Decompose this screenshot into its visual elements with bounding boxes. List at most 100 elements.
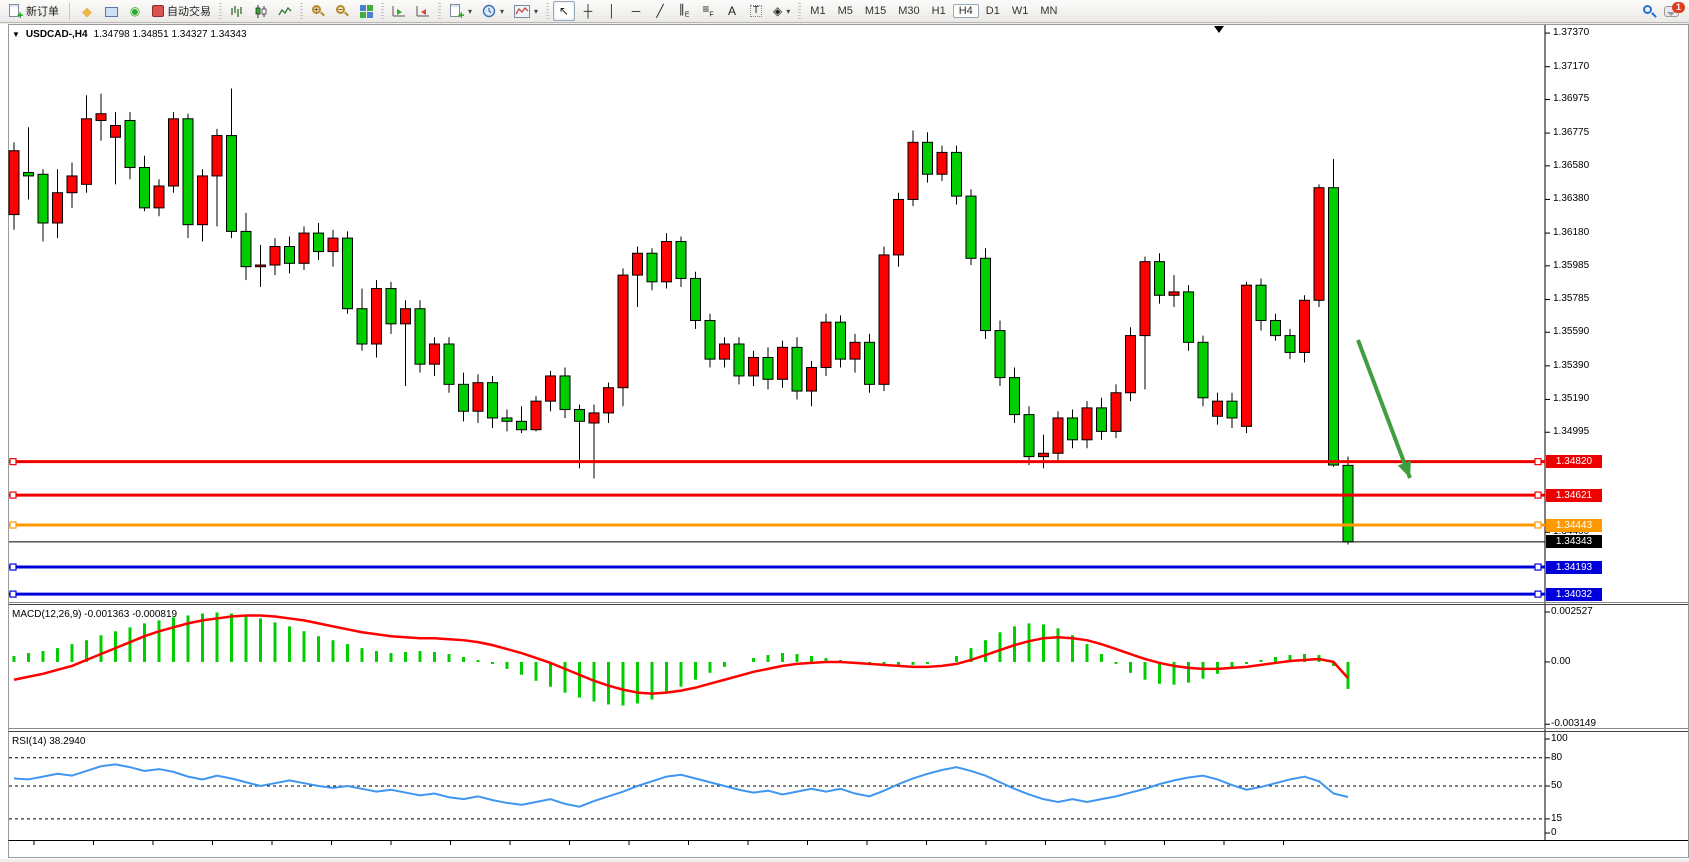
candle-chart-button[interactable] bbox=[250, 1, 272, 21]
candle-bull bbox=[907, 141, 919, 200]
channel-tool-button[interactable]: ∥E bbox=[673, 1, 695, 21]
shapes-icon: ◈ bbox=[773, 4, 783, 18]
rsi-scale-label: 0 bbox=[1551, 827, 1557, 838]
crosshair-icon: ┼ bbox=[583, 4, 593, 18]
trendline-tool-button[interactable]: ╱ bbox=[649, 1, 671, 21]
macd-signal-line bbox=[13, 614, 1349, 695]
candle-bear bbox=[1197, 341, 1209, 399]
line-handle bbox=[1534, 491, 1542, 499]
horizontal-line-tool-button[interactable]: ─ bbox=[625, 1, 647, 21]
price-tick-label: 1.36180 bbox=[1553, 227, 1590, 239]
price-tick-label: 1.35590 bbox=[1553, 326, 1590, 338]
search-icon[interactable] bbox=[1643, 4, 1657, 18]
timeframe-button-w1[interactable]: W1 bbox=[1011, 5, 1029, 17]
candle-bull bbox=[1313, 187, 1325, 301]
candle-bull bbox=[878, 254, 890, 385]
candle-bull bbox=[1125, 335, 1136, 394]
fibonacci-tool-button[interactable]: ≡F bbox=[697, 1, 719, 21]
candle-bull bbox=[1081, 407, 1093, 441]
timeframe-button-m30[interactable]: M30 bbox=[898, 5, 920, 17]
rsi-value: 38.2940 bbox=[49, 736, 86, 747]
candle-bull bbox=[661, 240, 672, 283]
candle-bull bbox=[327, 237, 339, 253]
clock-icon bbox=[482, 4, 496, 18]
new-order-button[interactable]: + 新订单 bbox=[4, 1, 63, 22]
text-label-tool-button[interactable]: T bbox=[745, 1, 767, 21]
trendline-icon: ╱ bbox=[656, 4, 664, 18]
cursor-tool-button[interactable]: ↖ bbox=[553, 1, 576, 21]
vertical-line-tool-button[interactable]: │ bbox=[601, 1, 623, 21]
chat-icon[interactable]: 1 bbox=[1664, 1, 1685, 17]
price-tick-label: 1.35390 bbox=[1553, 359, 1590, 371]
candle-bull bbox=[472, 382, 484, 412]
price-level-chip: 1.34443 bbox=[1546, 518, 1602, 532]
chart-shift-marker bbox=[1214, 26, 1224, 33]
candle-bear bbox=[443, 343, 455, 385]
shapes-tool-button[interactable]: ◈ ▾ bbox=[773, 4, 791, 18]
timeframe-button-m15[interactable]: M15 bbox=[864, 5, 887, 17]
gold-icon: ◆ bbox=[82, 3, 92, 19]
line-chart-button[interactable] bbox=[274, 1, 296, 21]
new-chart-button[interactable]: + ▾ bbox=[445, 1, 476, 22]
price-tick-label: 1.35985 bbox=[1553, 259, 1590, 271]
timeframe-button-mn[interactable]: MN bbox=[1040, 5, 1058, 17]
chart-shift-button[interactable] bbox=[412, 1, 434, 21]
candle-bull bbox=[371, 288, 382, 345]
macd-scale-label: 0.00 bbox=[1551, 655, 1571, 667]
price-tick-label: 1.34400 bbox=[1553, 526, 1590, 538]
timeframe-button-h1[interactable]: H1 bbox=[931, 5, 946, 17]
chart-plot[interactable] bbox=[0, 24, 1689, 862]
line-handle bbox=[1534, 590, 1542, 598]
equidistant-channel-icon: ∥E bbox=[678, 2, 690, 19]
navigator-button[interactable]: ◉ bbox=[124, 1, 146, 21]
candle-chart-icon bbox=[255, 4, 267, 18]
candle-bull bbox=[545, 375, 556, 402]
period-button[interactable]: ▾ bbox=[478, 1, 508, 21]
ohlc-values-label: 1.34798 1.34851 1.34327 1.34343 bbox=[93, 29, 247, 40]
auto-scroll-button[interactable] bbox=[388, 1, 410, 21]
down-arrow-head bbox=[1397, 460, 1411, 478]
candle-bull bbox=[748, 356, 759, 377]
down-arrow-annotation bbox=[1356, 339, 1412, 479]
macd-scale-label: -0.003149 bbox=[1551, 718, 1597, 730]
text-tool-button[interactable]: A bbox=[721, 1, 743, 21]
candle-bull bbox=[255, 264, 266, 268]
bar-chart-button[interactable] bbox=[226, 1, 248, 21]
candle-bear bbox=[1328, 187, 1339, 466]
signal-icon: ◉ bbox=[129, 4, 141, 18]
timeframe-button-m5[interactable]: M5 bbox=[837, 5, 853, 17]
tile-windows-icon bbox=[359, 4, 373, 18]
autotrade-button[interactable]: 自动交易 bbox=[148, 1, 215, 21]
zoom-in-button[interactable]: + bbox=[307, 1, 329, 21]
candle-bear bbox=[733, 343, 745, 377]
candle-bear bbox=[226, 135, 237, 232]
candle-bear bbox=[356, 308, 368, 345]
candle-bull bbox=[1212, 400, 1223, 417]
candle-bull bbox=[1299, 299, 1310, 353]
timeframe-button-m1[interactable]: M1 bbox=[810, 5, 826, 17]
timeframe-button-d1[interactable]: D1 bbox=[985, 5, 1000, 17]
chart-menu-triangle-icon[interactable]: ▼ bbox=[12, 30, 20, 39]
chart-window[interactable]: ▼ USDCAD-,H4 1.34798 1.34851 1.34327 1.3… bbox=[0, 24, 1689, 859]
auto-scroll-icon bbox=[392, 5, 405, 16]
timeframe-button-h4[interactable]: H4 bbox=[952, 4, 979, 18]
rsi-scale-label: 15 bbox=[1551, 812, 1563, 824]
market-watch-button[interactable]: ◆ bbox=[76, 1, 98, 21]
data-window-button[interactable] bbox=[100, 1, 122, 21]
candle-bear bbox=[1255, 284, 1267, 321]
candle-bull bbox=[168, 118, 179, 187]
candle-bear bbox=[762, 356, 774, 380]
tile-windows-button[interactable] bbox=[355, 1, 377, 21]
candle-bull bbox=[632, 252, 643, 276]
crosshair-tool-button[interactable]: ┼ bbox=[577, 1, 599, 21]
candle-bull bbox=[298, 232, 310, 264]
candle-bull bbox=[400, 308, 411, 325]
rsi-name: RSI(14) bbox=[12, 736, 47, 747]
indicators-button[interactable]: ▾ bbox=[510, 1, 542, 21]
candle-bull bbox=[269, 246, 281, 266]
candle-bear bbox=[1183, 291, 1194, 343]
notification-badge: 1 bbox=[1671, 1, 1685, 13]
zoom-out-button[interactable]: − bbox=[331, 1, 353, 21]
price-tick-label: 1.35785 bbox=[1553, 293, 1590, 305]
price-tick-label: 1.36380 bbox=[1553, 193, 1590, 205]
